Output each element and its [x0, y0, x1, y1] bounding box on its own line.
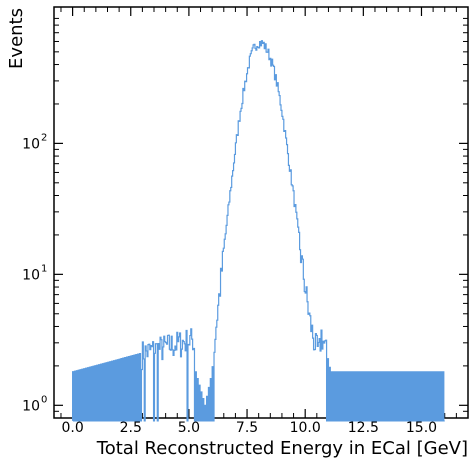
y-minor-ticks	[54, 17, 468, 412]
x-axis-ticks: 0.0 2.5 5.0 7.5 10.0 12.5 15.0	[61, 7, 437, 436]
plot-frame	[53, 6, 469, 419]
y-tick-label: 10	[22, 136, 40, 152]
histogram-bars	[72, 42, 445, 406]
histogram-series-line	[72, 40, 445, 422]
y-axis-label: Events	[6, 8, 27, 69]
y-tick-exponent: 2	[41, 132, 47, 143]
x-tick-label: 15.0	[406, 420, 437, 436]
x-tick-label: 10.0	[290, 420, 321, 436]
x-minor-ticks	[60, 7, 457, 418]
y-tick-exponent: 1	[41, 263, 47, 274]
x-axis-label: Total Reconstructed Energy in ECal [GeV]	[96, 438, 468, 459]
y-tick-label: 10	[22, 267, 40, 283]
x-tick-label: 12.5	[348, 420, 379, 436]
x-tick-label: 7.5	[236, 420, 258, 436]
x-tick-label: 0.0	[61, 420, 83, 436]
x-tick-label: 5.0	[178, 420, 200, 436]
x-tick-label: 2.5	[120, 420, 142, 436]
y-tick-label: 10	[22, 398, 40, 414]
y-tick-exponent: 0	[41, 394, 47, 405]
